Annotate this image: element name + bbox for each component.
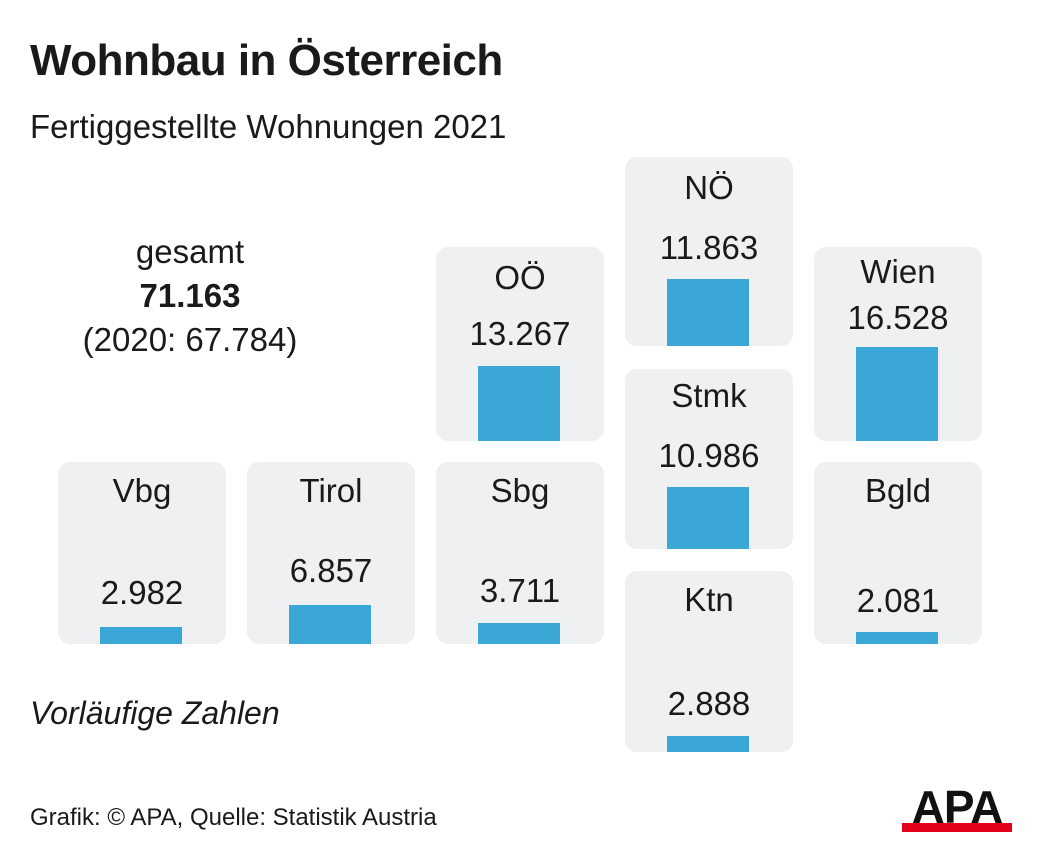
tile-noe: NÖ 11.863 — [625, 157, 793, 346]
logo-red-bar — [902, 823, 1012, 832]
value-label: 3.711 — [479, 572, 561, 609]
tile-ooe: OÖ 13.267 — [436, 247, 604, 441]
bar — [667, 487, 749, 549]
bar — [667, 279, 749, 346]
tile-bgld: Bgld 2.081 — [814, 462, 982, 644]
state-label: Tirol — [299, 472, 363, 509]
value-label: 13.267 — [469, 315, 571, 352]
state-label: OÖ — [494, 259, 546, 296]
value-label: 11.863 — [659, 229, 759, 266]
total-label: gesamt — [135, 233, 245, 270]
tile-vbg: Vbg 2.982 — [58, 462, 226, 644]
value-label: 16.528 — [847, 299, 949, 336]
value-label: 6.857 — [289, 552, 373, 589]
source-credit: Grafik: © APA, Quelle: Statistik Austria — [30, 804, 437, 831]
tile-ktn: Ktn 2.888 — [625, 571, 793, 752]
value-label: 2.888 — [667, 685, 751, 722]
bar — [856, 632, 938, 644]
tile-tirol: Tirol 6.857 — [247, 462, 415, 644]
tile-sbg: Sbg 3.711 — [436, 462, 604, 644]
chart-subtitle: Fertiggestellte Wohnungen 2021 — [30, 108, 507, 145]
state-label: Stmk — [671, 377, 747, 414]
provisional-note: Vorläufige Zahlen — [30, 695, 280, 731]
bar — [667, 736, 749, 752]
value-label: 2.982 — [100, 574, 184, 611]
total-value: 71.163 — [139, 277, 241, 315]
value-label: 2.081 — [856, 582, 940, 619]
state-label: Wien — [860, 253, 936, 290]
value-label: 10.986 — [658, 437, 760, 474]
bar — [100, 627, 182, 644]
total-previous: (2020: 67.784) — [82, 321, 298, 359]
tile-wien: Wien 16.528 — [814, 247, 982, 441]
bar — [478, 366, 560, 441]
state-label: Sbg — [490, 472, 550, 509]
state-label: Vbg — [112, 472, 172, 509]
state-label: Bgld — [864, 472, 932, 509]
bar — [289, 605, 371, 644]
chart-title: Wohnbau in Österreich — [30, 36, 503, 85]
tile-stmk: Stmk 10.986 — [625, 369, 793, 549]
state-label: NÖ — [684, 169, 734, 206]
total-block: gesamt 71.163 (2020: 67.784) — [40, 230, 340, 363]
bar — [856, 347, 938, 441]
bar — [478, 623, 560, 644]
state-label: Ktn — [684, 581, 734, 618]
apa-logo: APA — [902, 781, 1012, 833]
